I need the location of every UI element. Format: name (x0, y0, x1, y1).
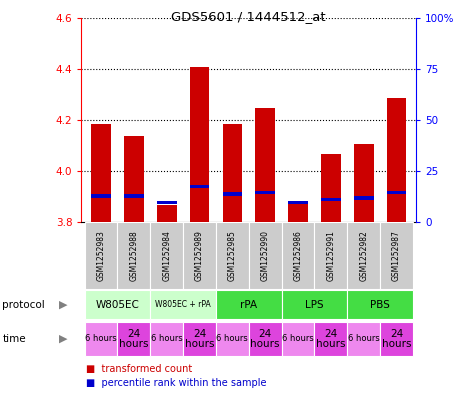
Bar (255, 108, 275, 222)
Bar (380, 222, 413, 289)
Bar (282, 290, 347, 319)
Text: ■  percentile rank within the sample: ■ percentile rank within the sample (86, 378, 266, 388)
Text: GSM1252988: GSM1252988 (129, 230, 139, 281)
Bar (347, 290, 413, 319)
Text: 6 hours: 6 hours (151, 334, 183, 343)
Bar (91, 194, 111, 198)
Bar (150, 322, 183, 356)
Bar (118, 322, 150, 356)
Bar (386, 98, 406, 222)
Bar (223, 124, 242, 222)
Bar (249, 322, 282, 356)
Bar (282, 322, 314, 356)
Bar (85, 290, 150, 319)
Text: time: time (2, 334, 26, 344)
Bar (216, 290, 282, 319)
Text: GSM1252989: GSM1252989 (195, 230, 204, 281)
Bar (386, 191, 406, 195)
Bar (183, 322, 216, 356)
Bar (216, 322, 249, 356)
Bar (288, 200, 308, 204)
Bar (124, 194, 144, 198)
Bar (255, 191, 275, 195)
Text: 6 hours: 6 hours (217, 334, 248, 343)
Bar (157, 206, 177, 222)
Text: 24
hours: 24 hours (382, 329, 411, 349)
Bar (85, 322, 118, 356)
Text: LPS: LPS (305, 299, 324, 310)
Bar (282, 222, 314, 289)
Bar (150, 222, 183, 289)
Text: GSM1252990: GSM1252990 (261, 230, 270, 281)
Text: ■  transformed count: ■ transformed count (86, 364, 192, 374)
Bar (124, 136, 144, 222)
Text: ▶: ▶ (59, 299, 67, 310)
Bar (157, 200, 177, 204)
Text: GSM1252987: GSM1252987 (392, 230, 401, 281)
Bar (347, 222, 380, 289)
Text: GSM1252982: GSM1252982 (359, 230, 368, 281)
Bar (91, 124, 111, 222)
Text: GDS5601 / 1444512_at: GDS5601 / 1444512_at (172, 10, 326, 23)
Bar (347, 322, 380, 356)
Bar (150, 290, 216, 319)
Text: W805EC: W805EC (95, 299, 140, 310)
Text: GSM1252984: GSM1252984 (162, 230, 171, 281)
Text: 24
hours: 24 hours (251, 329, 280, 349)
Bar (216, 222, 249, 289)
Bar (321, 198, 341, 201)
Text: 24
hours: 24 hours (185, 329, 214, 349)
Bar (314, 222, 347, 289)
Text: protocol: protocol (2, 299, 45, 310)
Bar (249, 222, 282, 289)
Text: 24
hours: 24 hours (316, 329, 345, 349)
Text: 6 hours: 6 hours (348, 334, 379, 343)
Text: 6 hours: 6 hours (85, 334, 117, 343)
Bar (321, 154, 341, 222)
Text: rPA: rPA (240, 299, 257, 310)
Text: ▶: ▶ (59, 334, 67, 344)
Bar (288, 203, 308, 222)
Bar (314, 322, 347, 356)
Text: GSM1252983: GSM1252983 (97, 230, 106, 281)
Bar (223, 193, 242, 196)
Bar (183, 222, 216, 289)
Bar (118, 222, 150, 289)
Text: GSM1252991: GSM1252991 (326, 230, 335, 281)
Bar (190, 68, 209, 222)
Bar (380, 322, 413, 356)
Bar (85, 222, 118, 289)
Text: 6 hours: 6 hours (282, 334, 314, 343)
Bar (354, 196, 373, 200)
Text: 24
hours: 24 hours (119, 329, 149, 349)
Text: W805EC + rPA: W805EC + rPA (155, 300, 211, 309)
Text: GSM1252986: GSM1252986 (293, 230, 303, 281)
Bar (354, 144, 373, 222)
Bar (190, 185, 209, 188)
Text: GSM1252985: GSM1252985 (228, 230, 237, 281)
Text: PBS: PBS (370, 299, 390, 310)
